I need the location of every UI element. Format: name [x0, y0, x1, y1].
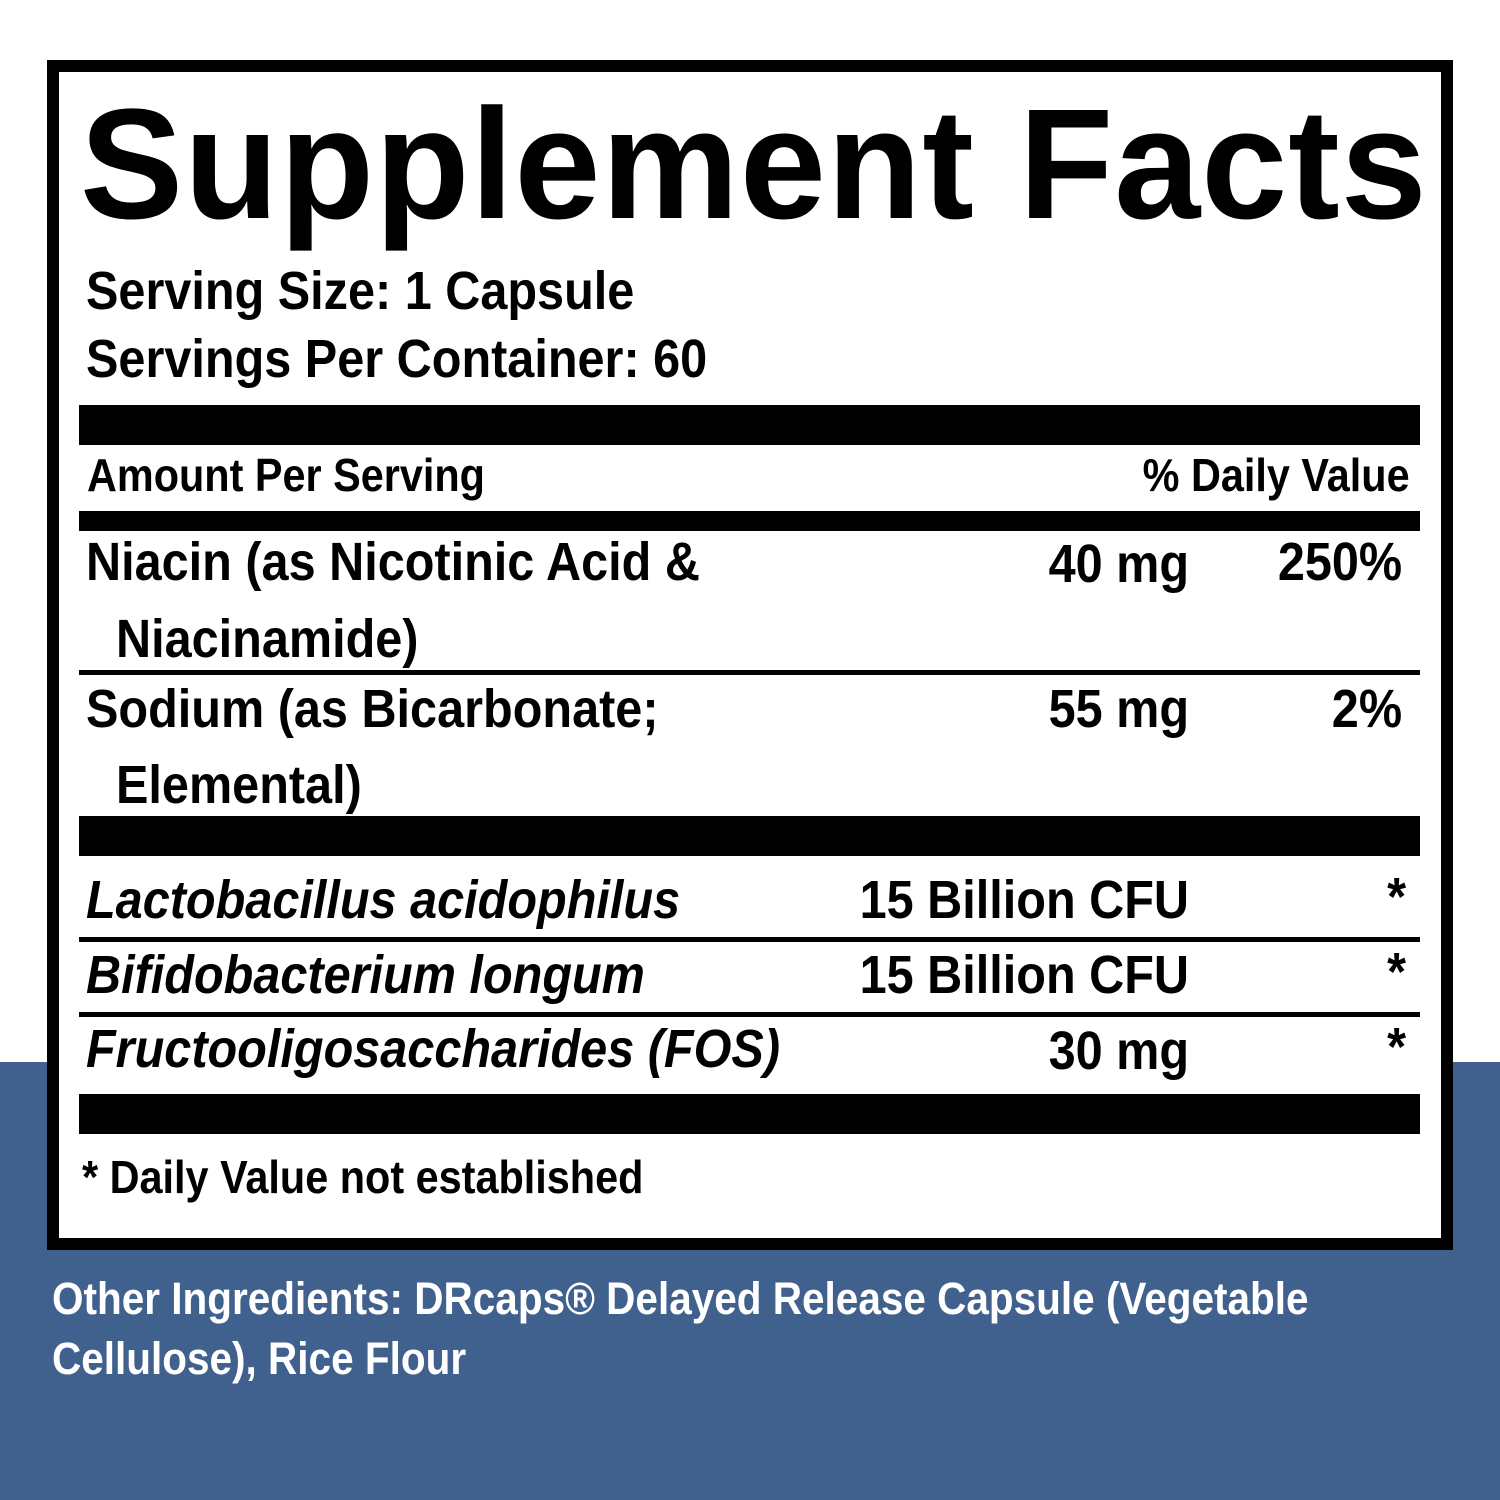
nutrient-name: Sodium (as Bicarbonate;: [86, 679, 659, 739]
ingredient-name: Fructooligosaccharides (FOS): [86, 1019, 781, 1079]
row-rule: [79, 1012, 1420, 1017]
divider-bar: [79, 405, 1420, 445]
nutrient-dv: 2%: [1331, 679, 1402, 739]
footnote: * Daily Value not established: [82, 1151, 644, 1203]
ingredient-amount: 15 Billion CFU: [859, 945, 1189, 1005]
daily-value-header: % Daily Value: [1143, 449, 1410, 501]
serving-size: Serving Size: 1 Capsule: [86, 261, 635, 321]
row-rule: [79, 937, 1420, 942]
ingredient-name: Bifidobacterium longum: [86, 945, 645, 1005]
nutrient-amount: 55 mg: [1048, 679, 1189, 739]
divider-bar: [79, 1094, 1420, 1134]
panel-title: Supplement Facts: [80, 77, 1428, 252]
ingredient-dv: *: [1387, 867, 1406, 927]
supplement-facts-panel: [47, 60, 1453, 1250]
divider-bar: [79, 816, 1420, 856]
ingredient-amount: 30 mg: [1048, 1021, 1189, 1081]
row-rule: [79, 670, 1420, 675]
nutrient-amount: 40 mg: [1048, 534, 1189, 594]
nutrient-dv: 250%: [1277, 532, 1402, 592]
servings-per-container: Servings Per Container: 60: [86, 329, 708, 389]
nutrient-name-cont: Niacinamide): [116, 609, 419, 669]
amount-per-serving-header: Amount Per Serving: [87, 449, 485, 501]
nutrient-name: Niacin (as Nicotinic Acid &: [86, 532, 700, 592]
ingredient-dv: *: [1387, 1017, 1406, 1077]
ingredient-name: Lactobacillus acidophilus: [86, 870, 681, 930]
ingredient-amount: 15 Billion CFU: [859, 870, 1189, 930]
divider-bar: [79, 511, 1420, 531]
ingredient-dv: *: [1387, 942, 1406, 1002]
nutrient-name-cont: Elemental): [116, 755, 362, 815]
other-ingredients-line1: Other Ingredients: DRcaps® Delayed Relea…: [52, 1273, 1309, 1324]
other-ingredients-line2: Cellulose), Rice Flour: [52, 1333, 467, 1384]
